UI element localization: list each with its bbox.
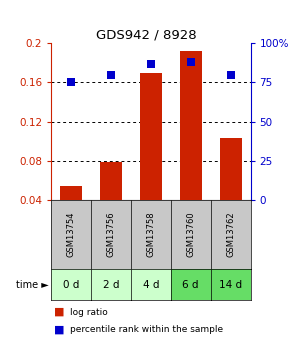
Text: GDS942 / 8928: GDS942 / 8928 [96,28,197,41]
Text: time ►: time ► [16,280,48,289]
Text: 0 d: 0 d [63,280,79,289]
Point [149,61,153,66]
Bar [60,186,82,200]
Point [188,59,193,65]
Text: 14 d: 14 d [219,280,242,289]
Text: GSM13762: GSM13762 [226,212,235,257]
Text: GSM13760: GSM13760 [186,212,195,257]
Text: ■: ■ [54,325,65,335]
Text: percentile rank within the sample: percentile rank within the sample [70,325,224,334]
Text: 2 d: 2 d [103,280,119,289]
Text: ■: ■ [54,307,65,317]
Point [109,72,113,77]
Point [228,72,233,77]
Text: 4 d: 4 d [143,280,159,289]
Text: GSM13754: GSM13754 [67,212,76,257]
Text: GSM13756: GSM13756 [107,212,115,257]
Bar [180,51,202,200]
Bar [220,138,241,200]
Text: GSM13758: GSM13758 [146,212,155,257]
Text: 6 d: 6 d [183,280,199,289]
Point [69,79,74,85]
Text: log ratio: log ratio [70,307,108,317]
Bar [100,162,122,200]
Bar [140,72,162,200]
